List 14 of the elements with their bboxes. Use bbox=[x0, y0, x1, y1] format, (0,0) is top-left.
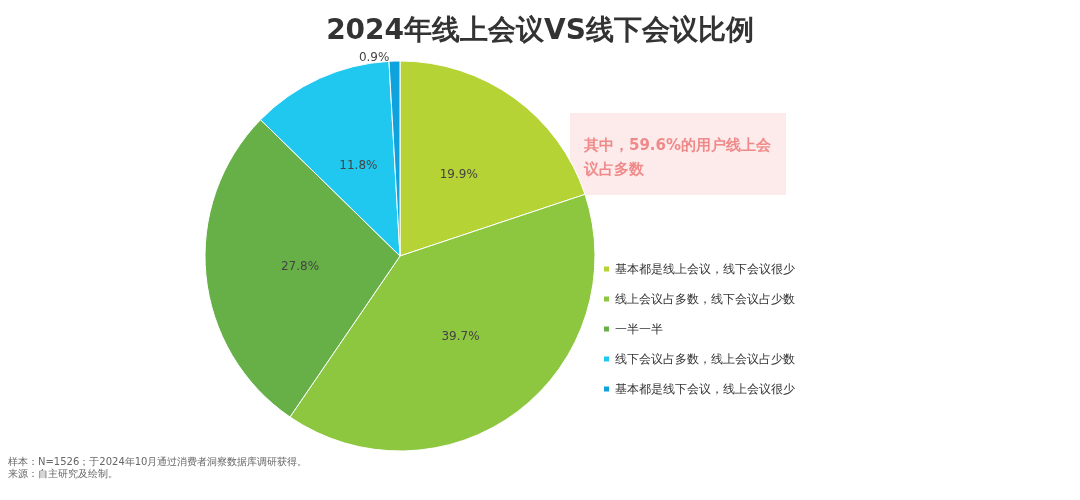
legend-label: 线下会议占多数，线上会议占少数 bbox=[615, 352, 795, 366]
legend-label: 一半一半 bbox=[615, 322, 663, 336]
data-label: 39.7% bbox=[441, 329, 480, 344]
chart-title: 2024年线上会议VS线下会议比例 bbox=[326, 12, 754, 46]
legend-label: 基本都是线上会议，线下会议很少 bbox=[615, 262, 795, 276]
legend-label: 线上会议占多数，线下会议占少数 bbox=[615, 292, 795, 306]
legend-label: 基本都是线下会议，线上会议很少 bbox=[615, 382, 795, 396]
data-label: 0.9% bbox=[358, 50, 390, 65]
data-label: 27.8% bbox=[280, 258, 320, 273]
data-label: 11.8% bbox=[339, 157, 378, 172]
source-note: 来源：自主研究及绘制。 bbox=[8, 467, 118, 479]
text: 样本：N=1526；于2024年10月通过消费者洞察数据库调研获得。 bbox=[8, 455, 308, 467]
text: 其中，59.6%的用户线上会议占多数 bbox=[583, 136, 773, 178]
data-label: 19.9% bbox=[439, 167, 478, 182]
